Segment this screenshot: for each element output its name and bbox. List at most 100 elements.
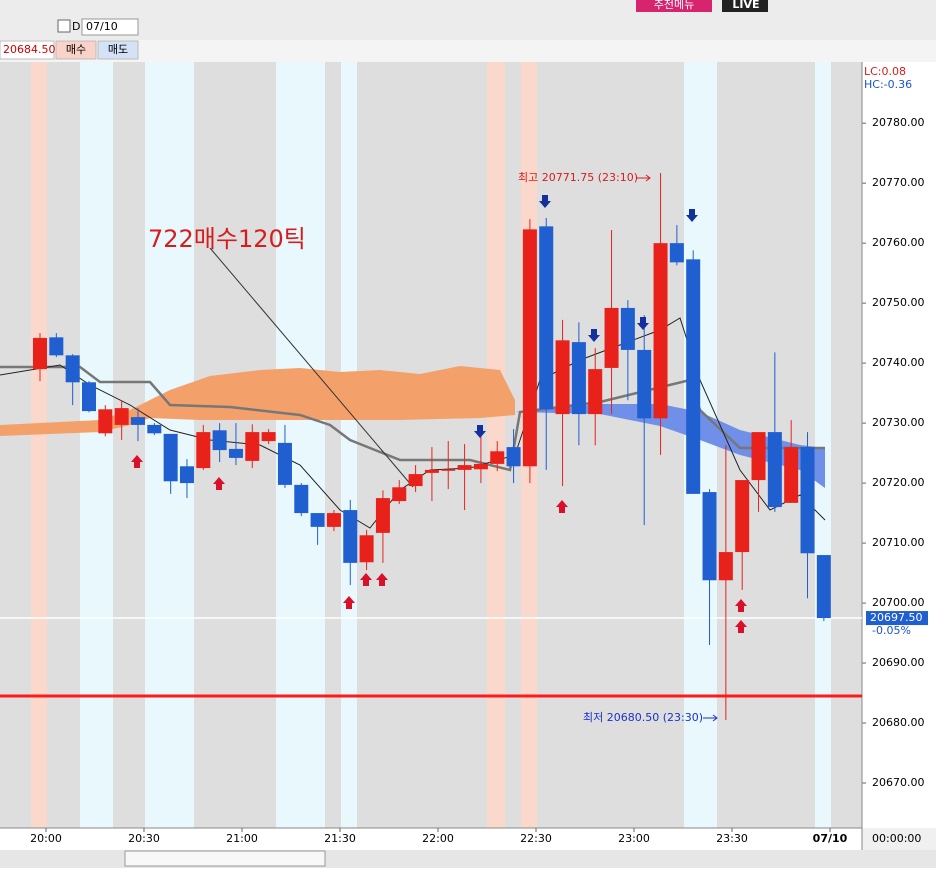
x-tick-label: 22:00 xyxy=(422,832,454,845)
candle-body xyxy=(816,555,831,619)
clock-box xyxy=(862,828,936,850)
candle-body xyxy=(506,447,521,467)
y-tick-label: 20720.00 xyxy=(872,476,925,489)
candle-body xyxy=(392,487,407,502)
x-tick-label: 22:30 xyxy=(520,832,552,845)
candle-body xyxy=(147,424,162,434)
session-band xyxy=(487,62,505,828)
annotation-arrow xyxy=(209,247,414,488)
candle-body xyxy=(490,451,505,464)
candle-body xyxy=(751,432,766,481)
candle-body xyxy=(81,382,96,412)
sell-label[interactable]: 매도 xyxy=(108,43,128,56)
buy-signal xyxy=(213,477,225,490)
toolbar xyxy=(0,0,936,40)
moving-average xyxy=(0,317,826,529)
candle-body xyxy=(310,513,325,527)
candle-body xyxy=(702,492,717,581)
candle-body xyxy=(245,432,260,461)
buy-signal xyxy=(376,573,388,586)
candle-body xyxy=(408,474,423,487)
candle-body xyxy=(686,259,701,494)
price-box xyxy=(0,40,55,60)
buy-signal xyxy=(131,455,143,468)
sell-signal xyxy=(588,329,600,342)
x-tick-label: 20:00 xyxy=(30,832,62,845)
x-tick-label: 23:00 xyxy=(618,832,650,845)
pointer xyxy=(703,714,718,722)
candle-body xyxy=(555,340,570,415)
y-tick-label: 20740.00 xyxy=(872,356,925,369)
sell-signal xyxy=(637,317,649,330)
price-tag xyxy=(866,611,928,626)
live-button[interactable] xyxy=(722,0,768,12)
scroll-thumb[interactable] xyxy=(124,850,326,867)
candle-body xyxy=(588,369,603,415)
buy-button[interactable] xyxy=(55,40,97,60)
cloud xyxy=(0,366,515,436)
buy-signal xyxy=(360,573,372,586)
x-tick-label: 21:30 xyxy=(324,832,356,845)
high-label: 최고 20771.75 (23:10) xyxy=(518,171,638,184)
y-tick-label: 20700.00 xyxy=(872,596,925,609)
x-tick-label: 07/10 xyxy=(813,832,848,845)
y-tick-label: 20750.00 xyxy=(872,296,925,309)
candle-body xyxy=(98,409,113,434)
candle-body xyxy=(571,342,586,415)
session-band xyxy=(80,62,113,828)
candle-body xyxy=(277,442,292,485)
live-label[interactable]: LIVE xyxy=(732,0,759,11)
low-label: 최저 20680.50 (23:30) xyxy=(583,711,703,724)
checkbox[interactable] xyxy=(57,19,71,33)
y-tick-label: 20680.00 xyxy=(872,716,925,729)
date: 07/10 xyxy=(86,20,118,33)
candle-body xyxy=(33,337,47,370)
candle-body xyxy=(735,480,750,553)
menu-button[interactable] xyxy=(636,0,712,12)
candle-body xyxy=(424,469,439,473)
y-tick-label: 20730.00 xyxy=(872,416,925,429)
price-tag-label: 20697.50 xyxy=(870,611,923,624)
sell-signal xyxy=(686,209,698,222)
candle-body xyxy=(294,484,309,514)
sell-button[interactable] xyxy=(97,40,139,60)
x-tick-label: 21:00 xyxy=(226,832,258,845)
candle-body xyxy=(539,226,554,410)
session-band xyxy=(815,62,831,828)
candle-body xyxy=(261,432,276,442)
candle-body xyxy=(49,337,64,356)
lc-label: LC:0.08 xyxy=(864,65,906,78)
candle-body xyxy=(457,465,472,470)
candle-body xyxy=(669,243,684,263)
candle-body xyxy=(359,535,374,563)
candle-body xyxy=(800,447,815,554)
candle-body xyxy=(375,498,390,533)
candle-body xyxy=(228,448,243,458)
buy-signal xyxy=(343,596,355,609)
candle-body xyxy=(114,408,129,425)
sell-signal xyxy=(539,195,551,208)
clock: 00:00:00 xyxy=(872,832,921,845)
date-input[interactable] xyxy=(81,18,139,36)
x-tick-label: 23:30 xyxy=(716,832,748,845)
candle-body xyxy=(196,432,211,469)
change-label: -0.05% xyxy=(872,624,911,637)
y-tick-label: 20710.00 xyxy=(872,536,925,549)
session-band xyxy=(31,62,47,828)
menu-label[interactable]: 추천메뉴 xyxy=(654,0,694,11)
candle-body xyxy=(130,417,145,425)
candle-body xyxy=(653,243,668,419)
candle-body xyxy=(637,349,652,419)
candle-body xyxy=(718,552,733,581)
y-tick-label: 20780.00 xyxy=(872,116,925,129)
y-tick-label: 20760.00 xyxy=(872,236,925,249)
buy-label[interactable]: 매수 xyxy=(66,43,86,56)
checkbox-label: D xyxy=(72,20,80,33)
y-tick-label: 20690.00 xyxy=(872,656,925,669)
candle-body xyxy=(326,513,341,527)
buy-signal xyxy=(556,500,568,513)
candle-body xyxy=(473,463,488,470)
pointer xyxy=(636,174,651,182)
